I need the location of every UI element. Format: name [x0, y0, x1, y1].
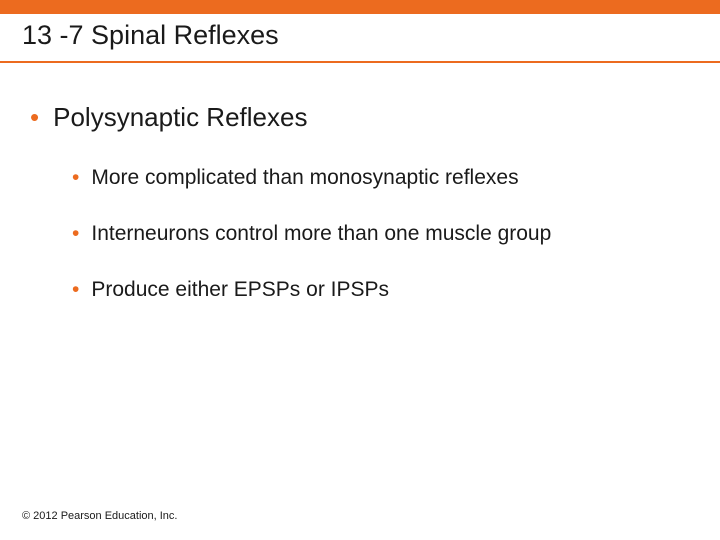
- bullet-icon: •: [72, 166, 79, 190]
- list-item: • Polysynaptic Reflexes: [30, 103, 690, 132]
- top-accent-bar: [0, 0, 720, 14]
- bullet-icon: •: [72, 222, 79, 246]
- slide-title: 13 -7 Spinal Reflexes: [22, 20, 698, 51]
- bullet-icon: •: [72, 278, 79, 302]
- bullet-icon: •: [30, 103, 39, 132]
- level2-text: Interneurons control more than one muscl…: [91, 222, 551, 246]
- list-item: • More complicated than monosynaptic ref…: [72, 166, 690, 190]
- list-item: • Produce either EPSPs or IPSPs: [72, 278, 690, 302]
- list-item: • Interneurons control more than one mus…: [72, 222, 690, 246]
- title-area: 13 -7 Spinal Reflexes: [0, 14, 720, 61]
- level2-text: Produce either EPSPs or IPSPs: [91, 278, 389, 302]
- level2-text: More complicated than monosynaptic refle…: [91, 166, 518, 190]
- level2-group: • More complicated than monosynaptic ref…: [30, 166, 690, 302]
- level1-text: Polysynaptic Reflexes: [53, 103, 307, 132]
- content-area: • Polysynaptic Reflexes • More complicat…: [0, 63, 720, 302]
- copyright-footer: © 2012 Pearson Education, Inc.: [22, 510, 177, 522]
